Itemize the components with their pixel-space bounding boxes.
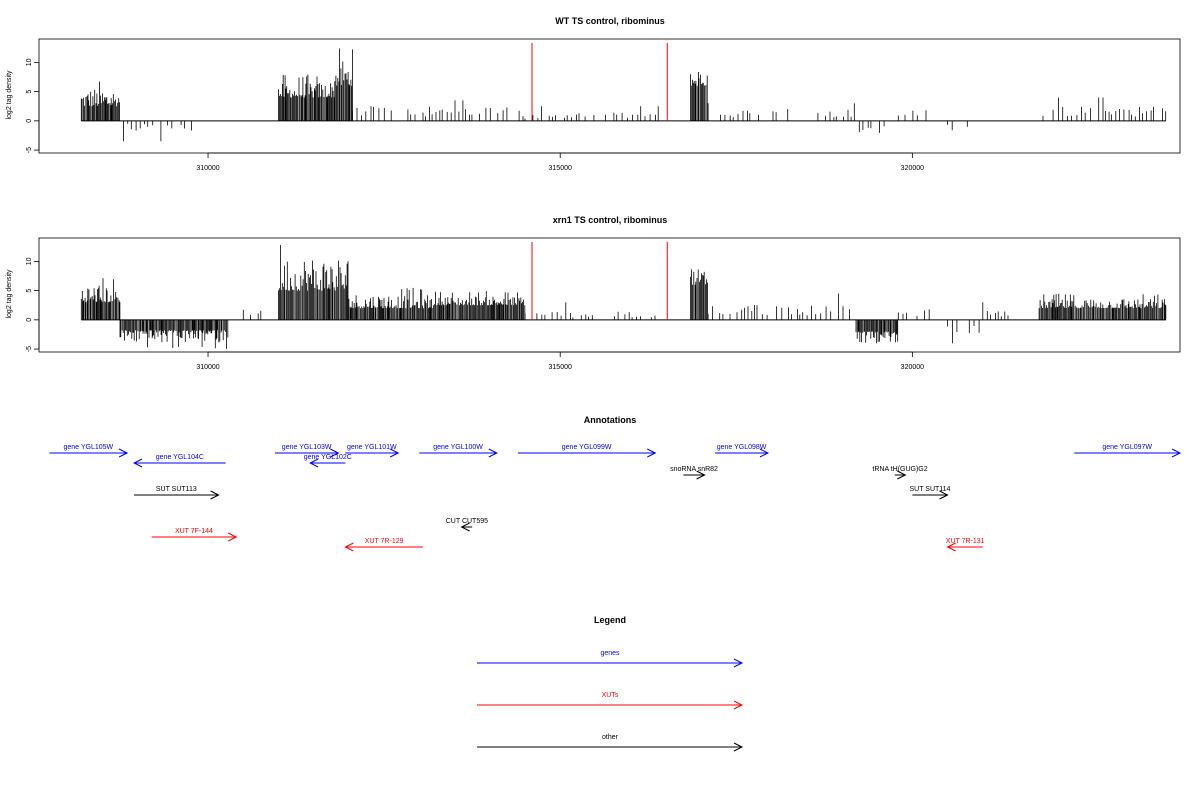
x-tick-label: 320000 — [901, 165, 924, 172]
annotations-title: Annotations — [584, 415, 637, 425]
annotation-features: gene YGL105W gene YGL104C gene YGL103W gene… — [49, 444, 1182, 552]
feature-arrowhead — [118, 448, 129, 458]
feature-label: gene YGL100W — [433, 444, 483, 451]
y-tick-label: -5 — [26, 346, 33, 352]
feature-xut-7r-129: XUT 7R-129 — [344, 538, 423, 552]
feature-arrowhead — [897, 470, 907, 480]
feature-arrowhead — [210, 490, 220, 500]
feature-arrowhead — [309, 458, 319, 468]
legend-label: XUTs — [602, 692, 619, 699]
feature-xut-7r-131: XUT 7R-131 — [946, 538, 985, 552]
x-tick-label: 315000 — [549, 165, 572, 172]
feature-label: CUT CUT595 — [446, 518, 488, 525]
x-tick-label: 320000 — [901, 364, 924, 371]
axes-wt: -5 0 5 10 310000 315000 320000 — [26, 58, 924, 172]
feature-label: gene YGL104C — [156, 454, 204, 461]
feature-gene-ygl105w: gene YGL105W — [49, 444, 129, 458]
feature-xut-7f-144: XUT 7F-144 — [151, 528, 238, 542]
feature-label: gene YGL103W — [282, 444, 332, 451]
y-tick-label: 10 — [26, 58, 33, 66]
feature-gene-ygl097w: gene YGL097W — [1074, 444, 1182, 458]
y-axis-label-wt: log2 tag density — [6, 70, 13, 120]
track-panel-wt: WT TS control, ribominus log2 tag densit… — [6, 16, 1181, 172]
feature-label: tRNA tH(GUG)G2 — [872, 466, 927, 473]
feature-label: XUT 7F-144 — [175, 528, 213, 535]
feature-arrowhead — [460, 522, 470, 532]
legend-item-gene: genes — [477, 650, 744, 668]
legend-panel: Legend genes XUTs other — [477, 615, 744, 752]
feature-arrowhead — [488, 448, 498, 458]
feature-arrowhead — [696, 470, 706, 480]
red-markers-xrn1 — [531, 242, 668, 320]
feature-label: XUT 7R-129 — [365, 538, 404, 545]
feature-label: gene YGL099W — [562, 444, 612, 451]
legend-item-xut: XUTs — [477, 692, 744, 710]
feature-gene-ygl101w: gene YGL101W — [345, 444, 400, 458]
x-tick-label: 315000 — [549, 364, 572, 371]
feature-gene-ygl100w: gene YGL100W — [419, 444, 498, 458]
feature-label: snoRNA snR82 — [670, 466, 718, 473]
track-panel-xrn1: xrn1 TS control, ribominus log2 tag dens… — [6, 215, 1181, 371]
feature-trna-th-gug-g2: tRNA tH(GUG)G2 — [872, 466, 928, 480]
feature-arrowhead — [227, 532, 238, 542]
feature-arrowhead — [939, 490, 949, 500]
feature-arrowhead — [1171, 448, 1182, 458]
feature-gene-ygl102c: gene YGL102C — [304, 454, 352, 468]
feature-gene-ygl098w: gene YGL098W — [715, 444, 770, 458]
x-tick-label: 310000 — [196, 364, 219, 371]
feature-arrowhead — [330, 448, 340, 458]
legend-items: genes XUTs other — [477, 650, 744, 752]
feature-snorna-snr82: snoRNA snR82 — [670, 466, 718, 480]
red-markers-wt — [531, 43, 668, 121]
feature-label: gene YGL105W — [63, 444, 113, 451]
feature-gene-ygl099w: gene YGL099W — [517, 444, 657, 458]
legend-arrowhead — [733, 700, 744, 710]
feature-arrowhead — [946, 542, 956, 552]
feature-gene-ygl103w: gene YGL103W — [274, 444, 340, 458]
y-tick-label: 5 — [26, 90, 33, 94]
bars-xrn1 — [80, 245, 1167, 349]
y-tick-label: 0 — [26, 318, 33, 322]
plot-frame-xrn1 — [38, 237, 1181, 353]
feature-arrowhead — [647, 448, 657, 458]
axes-xrn1: -5 0 5 10 310000 315000 320000 — [26, 257, 924, 371]
feature-label: gene YGL102C — [304, 454, 352, 461]
feature-arrowhead — [344, 542, 354, 552]
feature-label: SUT SUT113 — [156, 486, 197, 493]
feature-label: XUT 7R-131 — [946, 538, 985, 545]
y-tick-label: -5 — [26, 147, 33, 153]
feature-label: SUT SUT114 — [909, 486, 950, 493]
feature-sut-sut113: SUT SUT113 — [134, 486, 220, 500]
feature-arrowhead — [389, 448, 400, 458]
legend-title: Legend — [594, 615, 626, 625]
legend-arrowhead — [733, 658, 744, 668]
legend-arrowhead — [733, 742, 744, 752]
y-tick-label: 0 — [26, 119, 33, 123]
feature-label: gene YGL098W — [717, 444, 767, 451]
y-tick-label: 10 — [26, 257, 33, 265]
feature-label: gene YGL097W — [1102, 444, 1152, 451]
y-tick-label: 5 — [26, 289, 33, 293]
panel-title-wt: WT TS control, ribominus — [555, 16, 665, 26]
legend-item-other: other — [477, 734, 744, 752]
x-tick-label: 310000 — [196, 165, 219, 172]
bars-wt — [80, 48, 1167, 142]
legend-label: other — [602, 734, 619, 741]
feature-arrowhead — [759, 448, 770, 458]
feature-arrowhead — [132, 458, 143, 468]
plot-frame-wt — [38, 38, 1181, 154]
panel-title-xrn1: xrn1 TS control, ribominus — [553, 215, 668, 225]
feature-label: gene YGL101W — [347, 444, 397, 451]
legend-label: genes — [600, 650, 620, 657]
y-axis-label-xrn1: log2 tag density — [6, 269, 13, 319]
feature-sut-sut114: SUT SUT114 — [909, 486, 951, 500]
feature-cut-cut595: CUT CUT595 — [446, 518, 488, 532]
feature-gene-ygl104c: gene YGL104C — [132, 454, 226, 468]
